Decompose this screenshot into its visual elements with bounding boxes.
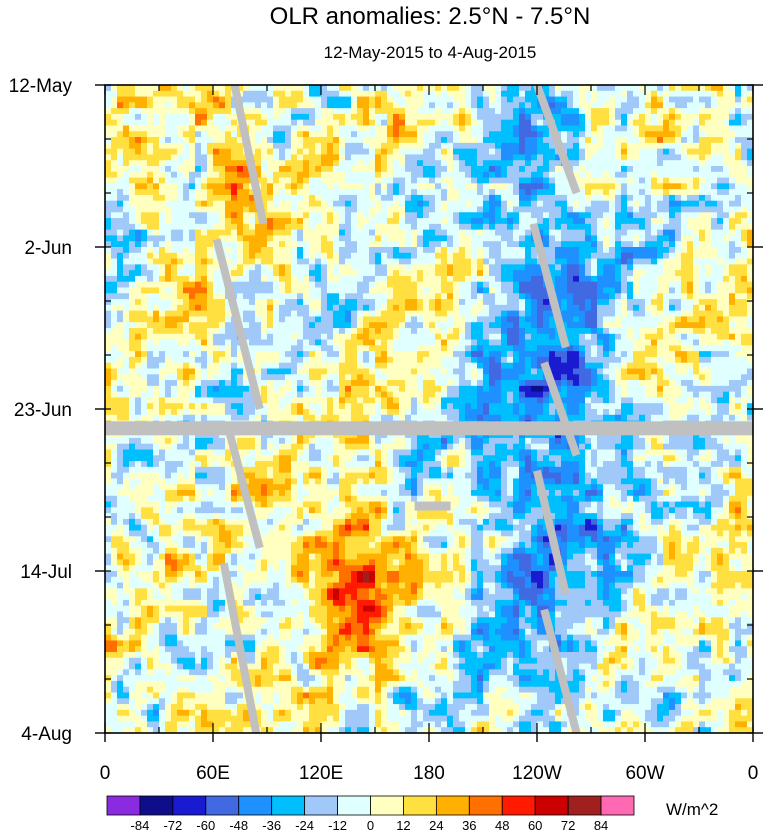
colorbar-swatch bbox=[337, 795, 371, 816]
chart-title: OLR anomalies: 2.5°N - 7.5°N bbox=[270, 3, 591, 30]
colorbar-swatch bbox=[304, 795, 338, 816]
colorbar-swatch bbox=[534, 795, 569, 816]
colorbar-swatch bbox=[468, 795, 503, 816]
colorbar-label: 12 bbox=[396, 818, 410, 833]
y-tick-label: 2-Jun bbox=[24, 238, 72, 259]
colorbar-swatch bbox=[370, 795, 404, 816]
colorbar-label: 84 bbox=[594, 818, 608, 833]
colorbar-label: 60 bbox=[528, 818, 542, 833]
chart-subtitle: 12-May-2015 to 4-Aug-2015 bbox=[324, 43, 537, 62]
colorbar-label: 48 bbox=[495, 818, 509, 833]
colorbar-label: 0 bbox=[367, 818, 374, 833]
y-axis: 12-May 2-Jun 23-Jun 14-Jul 4-Aug bbox=[9, 76, 763, 745]
colorbar-swatch bbox=[403, 795, 437, 816]
y-tick-label: 14-Jul bbox=[20, 562, 72, 583]
colorbar-label: -48 bbox=[229, 818, 248, 833]
colorbar-label: 72 bbox=[561, 818, 575, 833]
x-tick-label: 0 bbox=[748, 763, 759, 784]
colorbar-label: -84 bbox=[131, 818, 150, 833]
x-tick-label: 120W bbox=[512, 763, 562, 784]
colorbar-swatch bbox=[271, 795, 306, 816]
colorbar-swatch bbox=[139, 795, 174, 816]
x-tick-label: 60E bbox=[196, 763, 230, 784]
colorbar-label: -36 bbox=[262, 818, 281, 833]
colorbar-label: -72 bbox=[163, 818, 182, 833]
y-tick-label: 4-Aug bbox=[21, 724, 72, 745]
units-label: W/m^2 bbox=[666, 800, 718, 819]
colorbar-swatch bbox=[501, 795, 536, 816]
colorbar-swatch bbox=[106, 795, 141, 816]
colorbar-label: 24 bbox=[429, 818, 443, 833]
colorbar-swatch bbox=[172, 795, 207, 816]
colorbar-swatch bbox=[600, 795, 635, 816]
colorbar-label: -12 bbox=[328, 818, 347, 833]
colorbar: -84 -72 -60 -48 -36 -24 -12 0 12 24 36 48 60 72 84 bbox=[106, 795, 635, 833]
colorbar-swatch bbox=[238, 795, 273, 816]
y-tick-label: 12-May bbox=[9, 76, 73, 97]
colorbar-label: 36 bbox=[462, 818, 476, 833]
x-tick-label: 120E bbox=[299, 763, 343, 784]
colorbar-swatch bbox=[567, 795, 602, 816]
colorbar-label: -24 bbox=[295, 818, 314, 833]
colorbar-swatch bbox=[435, 795, 470, 816]
x-axis: 0 60E 120E 180 120W 60W 0 bbox=[100, 85, 759, 784]
y-tick-label: 23-Jun bbox=[14, 400, 72, 421]
colorbar-swatch bbox=[205, 795, 240, 816]
x-tick-label: 0 bbox=[100, 763, 111, 784]
x-tick-label: 60W bbox=[625, 763, 664, 784]
olr-anomaly-field bbox=[105, 85, 753, 733]
x-tick-label: 180 bbox=[413, 763, 445, 784]
colorbar-label: -60 bbox=[196, 818, 215, 833]
